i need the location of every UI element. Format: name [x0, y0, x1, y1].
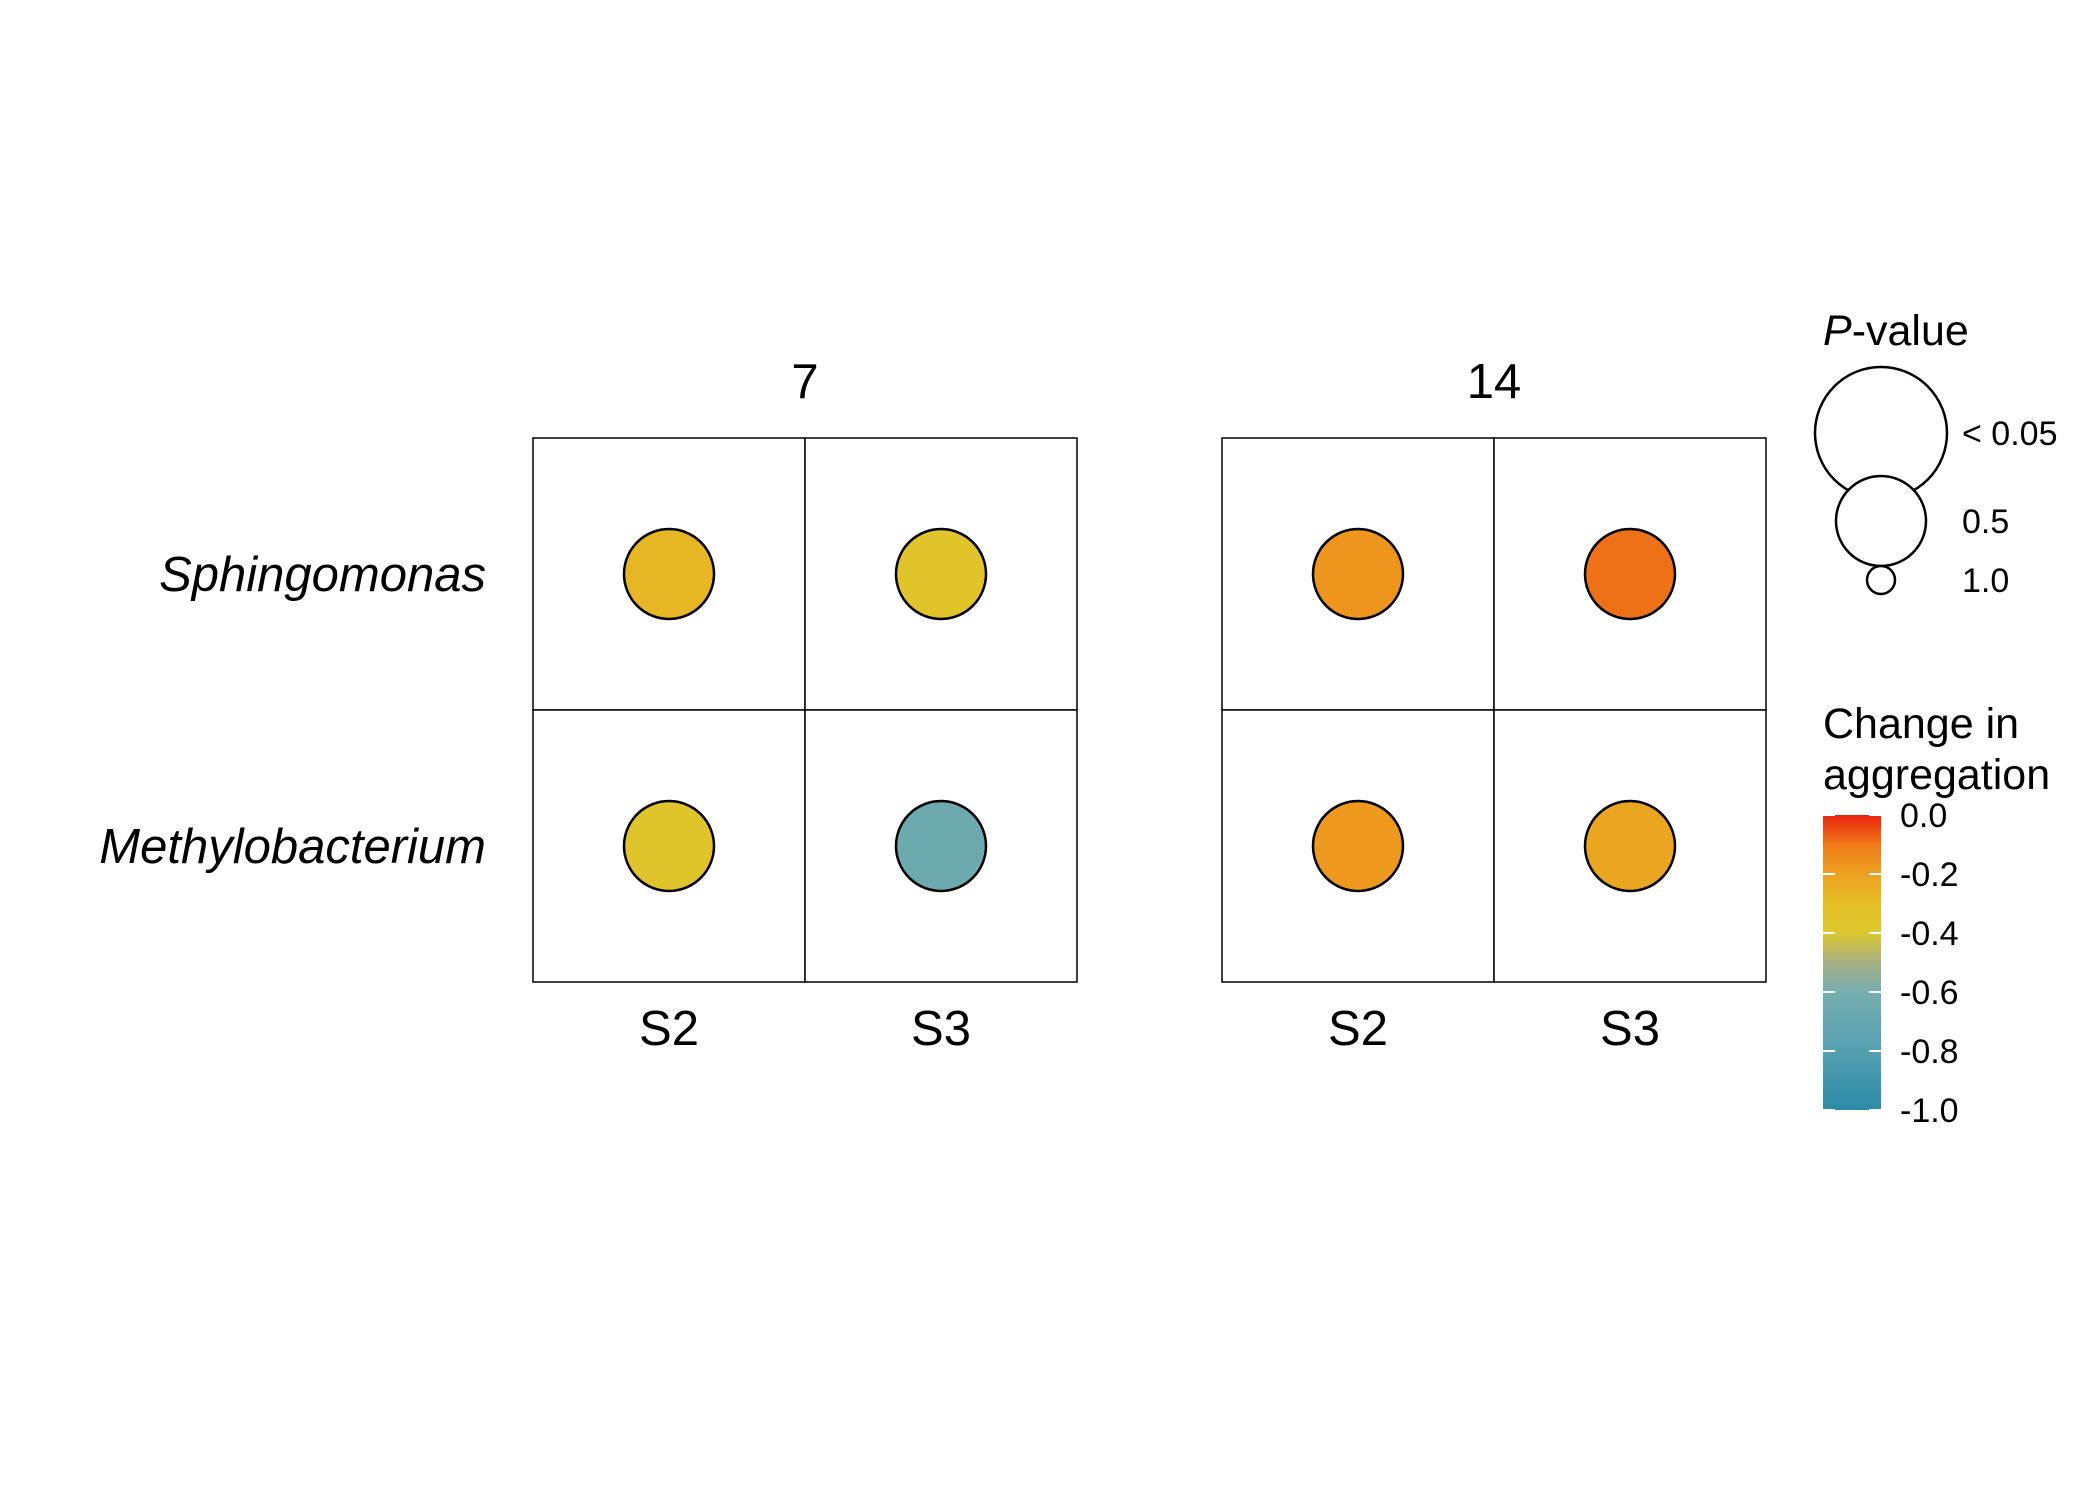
panels-layer: 7 S2 S3 14 S2 S3: [532, 355, 1767, 1056]
colorbar: [1823, 815, 1881, 1110]
size-legend-label: 1.0: [1962, 562, 2009, 600]
row-label: Methylobacterium: [99, 820, 486, 874]
color-legend-title-line1: Change in: [1823, 700, 2019, 748]
colorbar-tick-label: -0.6: [1900, 974, 1959, 1012]
size-legend-circle: [1834, 474, 1928, 568]
colorbar-tick-label: -0.8: [1900, 1033, 1959, 1071]
bubble-methylobacterium-s3: [1583, 799, 1677, 893]
row-labels-layer: Sphingomonas Methylobacterium: [99, 548, 486, 874]
size-legend-title-italic: P: [1823, 307, 1852, 355]
panel-14: 14 S2 S3: [1221, 355, 1767, 1056]
size-legend-title-rest: -value: [1852, 307, 1969, 355]
colorbar-tick-label: -1.0: [1900, 1092, 1959, 1130]
color-legend-title-line2: aggregation: [1823, 751, 2050, 799]
size-legend-circle: [1865, 564, 1897, 596]
column-label: S2: [639, 1002, 699, 1056]
column-label: S2: [1328, 1002, 1388, 1056]
colorbar-tick-label: -0.4: [1900, 915, 1959, 953]
panel-title: 7: [791, 355, 818, 409]
bubble-sphingomonas-s2: [622, 527, 716, 621]
size-legend-title: P-value: [1823, 307, 1969, 355]
bubble-sphingomonas-s3: [894, 527, 988, 621]
column-label: S3: [911, 1002, 971, 1056]
colorbar-tick-label: -0.2: [1900, 856, 1959, 894]
panel-title: 14: [1467, 355, 1522, 409]
bubble-methylobacterium-s2: [622, 799, 716, 893]
bubble-methylobacterium-s2: [1311, 799, 1405, 893]
colorbar-tick-label: 0.0: [1900, 797, 1947, 835]
bubble-sphingomonas-s2: [1311, 527, 1405, 621]
panel-7: 7 S2 S3: [532, 355, 1078, 1056]
size-legend-label: 0.5: [1962, 503, 2009, 541]
bubble-methylobacterium-s3: [894, 799, 988, 893]
row-label: Sphingomonas: [159, 548, 486, 602]
size-legend: P-value < 0.05 0.5 1.0: [1813, 307, 2057, 600]
bubble-sphingomonas-s3: [1583, 527, 1677, 621]
column-label: S3: [1600, 1002, 1660, 1056]
size-legend-label: < 0.05: [1962, 415, 2057, 453]
